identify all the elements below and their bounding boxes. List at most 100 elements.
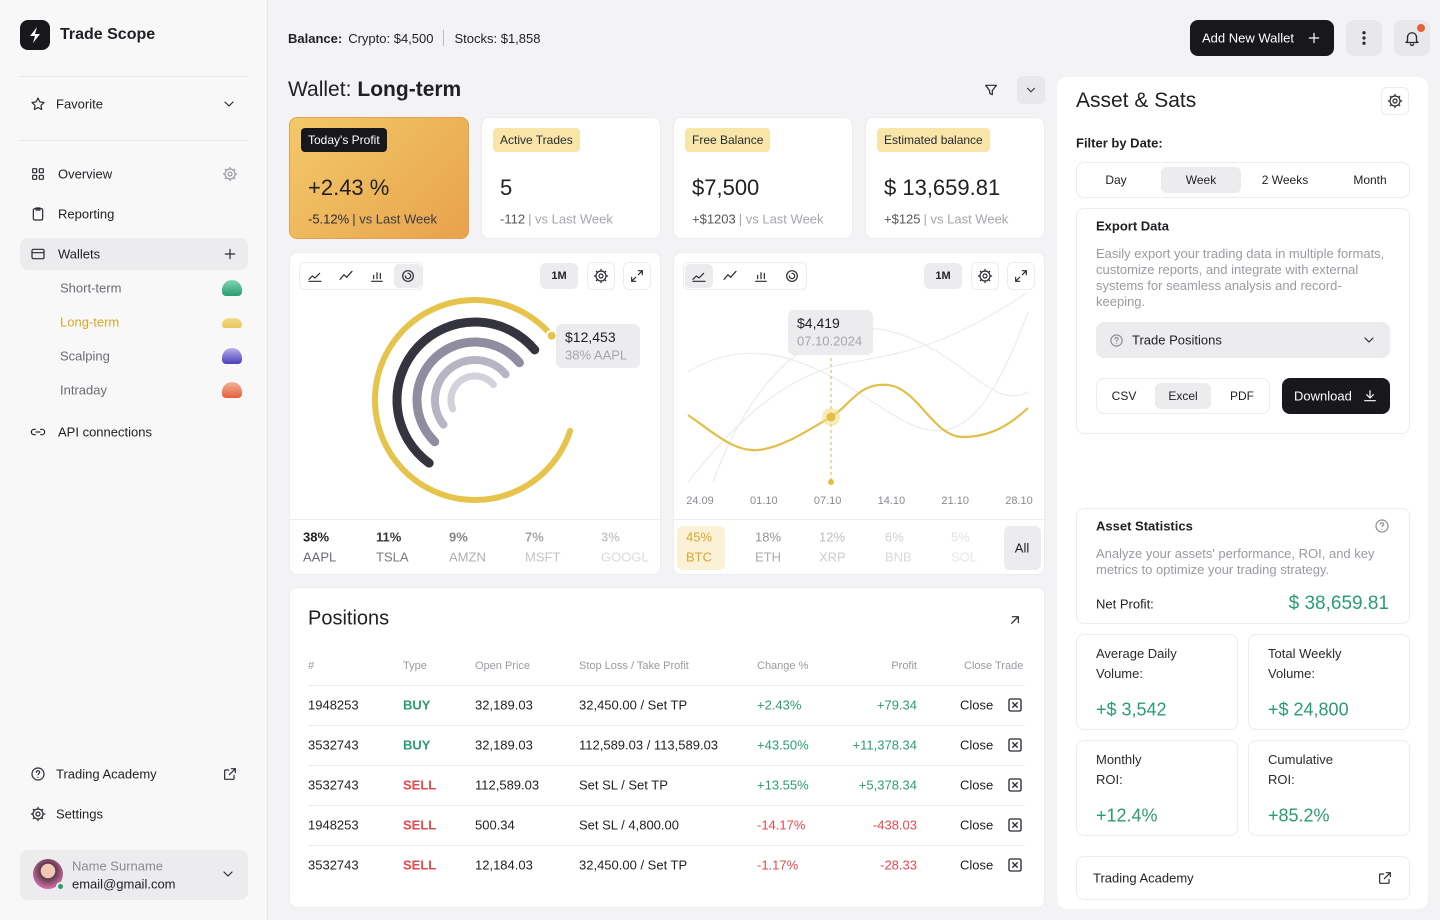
nav-academy[interactable]: Trading Academy: [56, 766, 157, 782]
wallet-item[interactable]: Short-term: [60, 280, 122, 296]
icon[interactable]: [691, 268, 707, 284]
radial-arc[interactable]: [372, 297, 574, 503]
table-cell: 12,184.03: [475, 857, 533, 873]
nav-item[interactable]: Reporting: [58, 206, 115, 222]
icon-shape: [982, 273, 988, 279]
icon-shape: [1012, 702, 1018, 708]
icon[interactable]: [1006, 816, 1024, 834]
status-dot: [56, 882, 65, 891]
wallet-item[interactable]: Long-term: [60, 314, 120, 330]
icon[interactable]: [1006, 696, 1024, 714]
nav-active-bg: [20, 238, 248, 270]
icon[interactable]: [1006, 736, 1024, 754]
wallet-item[interactable]: Intraday: [60, 382, 107, 398]
date-filter-option[interactable]: Day: [1105, 173, 1127, 187]
icon-shape: [32, 168, 38, 174]
radial-arc[interactable]: [392, 317, 540, 468]
icon: [1387, 93, 1403, 109]
nav-api[interactable]: API connections: [58, 424, 152, 440]
icon-shape: [1387, 93, 1403, 109]
panel-title: Asset & Sats: [1076, 89, 1197, 112]
table-cell: 32,189.03: [475, 697, 533, 713]
radial-arc[interactable]: [412, 337, 524, 447]
icon-shape: [31, 97, 45, 111]
tooltip: [556, 324, 640, 368]
icon: [30, 96, 46, 112]
icon-shape: [631, 270, 643, 282]
icon[interactable]: [307, 268, 323, 284]
export-select[interactable]: [1096, 322, 1390, 358]
icon-shape: [32, 207, 44, 221]
table-cell: 32,450.00 / Set TP: [579, 857, 688, 873]
icon[interactable]: [753, 268, 769, 284]
nav-settings[interactable]: Settings: [56, 806, 103, 822]
icon: [1377, 870, 1393, 886]
icon-shape: [593, 268, 609, 284]
icon-shape: [38, 168, 44, 174]
hover-point[interactable]: [826, 412, 836, 422]
icon-shape: [38, 174, 44, 180]
icon[interactable]: [400, 268, 416, 284]
all-button[interactable]: [1004, 526, 1041, 570]
icon-shape: [1015, 270, 1027, 282]
bg-curve: [687, 311, 1029, 432]
stat-tag: Active Trades: [493, 128, 580, 152]
period-button[interactable]: [540, 263, 578, 289]
icon[interactable]: [722, 268, 738, 284]
icon[interactable]: [369, 268, 385, 284]
icon-shape: [222, 166, 238, 182]
radial-arc[interactable]: [447, 372, 497, 413]
format-option[interactable]: Excel: [1168, 389, 1198, 403]
icon[interactable]: [1006, 856, 1024, 874]
nav-item[interactable]: Overview: [58, 166, 113, 182]
close-button[interactable]: Close: [960, 857, 994, 873]
expand-button[interactable]: [623, 262, 651, 290]
nav-favorite[interactable]: Favorite: [56, 96, 103, 112]
icon[interactable]: [1006, 776, 1024, 794]
icon-shape: [1113, 336, 1119, 344]
icon[interactable]: [1007, 612, 1023, 628]
radial-arc[interactable]: [431, 356, 510, 429]
date-filter-option[interactable]: Week: [1185, 173, 1217, 187]
close-button[interactable]: Close: [960, 737, 994, 753]
settings-button[interactable]: [971, 262, 999, 290]
format-option[interactable]: PDF: [1230, 389, 1254, 403]
wallet-item[interactable]: Scalping: [60, 348, 110, 364]
divider: [308, 725, 1025, 726]
icon-shape: [339, 270, 353, 280]
expand-button[interactable]: [1007, 262, 1035, 290]
close-button[interactable]: Close: [960, 777, 994, 793]
format-option[interactable]: CSV: [1111, 389, 1137, 403]
wallet-title: Wallet: Long-term: [288, 78, 688, 102]
stat-tag: Free Balance: [685, 128, 771, 152]
icon[interactable]: [784, 268, 800, 284]
line-chart: [687, 291, 1029, 485]
divider: [308, 805, 1025, 806]
legend-name: ETH: [755, 549, 781, 565]
icon: [222, 766, 238, 782]
date-filter-option[interactable]: Month: [1353, 173, 1387, 187]
icon-shape: [1405, 32, 1419, 44]
close-button[interactable]: Close: [960, 697, 994, 713]
right-panel: [1057, 77, 1428, 909]
date-filter-option[interactable]: 2 Weeks: [1261, 173, 1309, 187]
panel-settings[interactable]: [1381, 87, 1409, 115]
close-button[interactable]: Close: [960, 817, 994, 833]
icon[interactable]: [338, 268, 354, 284]
divider: [20, 76, 248, 77]
sidebar: [0, 0, 268, 920]
dropdown-button[interactable]: [1017, 76, 1045, 104]
settings-button[interactable]: [587, 262, 615, 290]
icon: [30, 206, 46, 222]
table-cell: -438.03: [872, 817, 917, 833]
academy-link[interactable]: [1076, 856, 1410, 900]
period-button[interactable]: [924, 263, 962, 289]
column-header: #: [308, 660, 315, 672]
icon-shape: [692, 272, 706, 282]
icon-shape: [223, 871, 233, 877]
icon-shape: [631, 270, 643, 282]
wallet-label: Wallet:: [288, 78, 352, 101]
table-cell: BUY: [403, 737, 431, 753]
nav-item[interactable]: Wallets: [58, 246, 101, 262]
